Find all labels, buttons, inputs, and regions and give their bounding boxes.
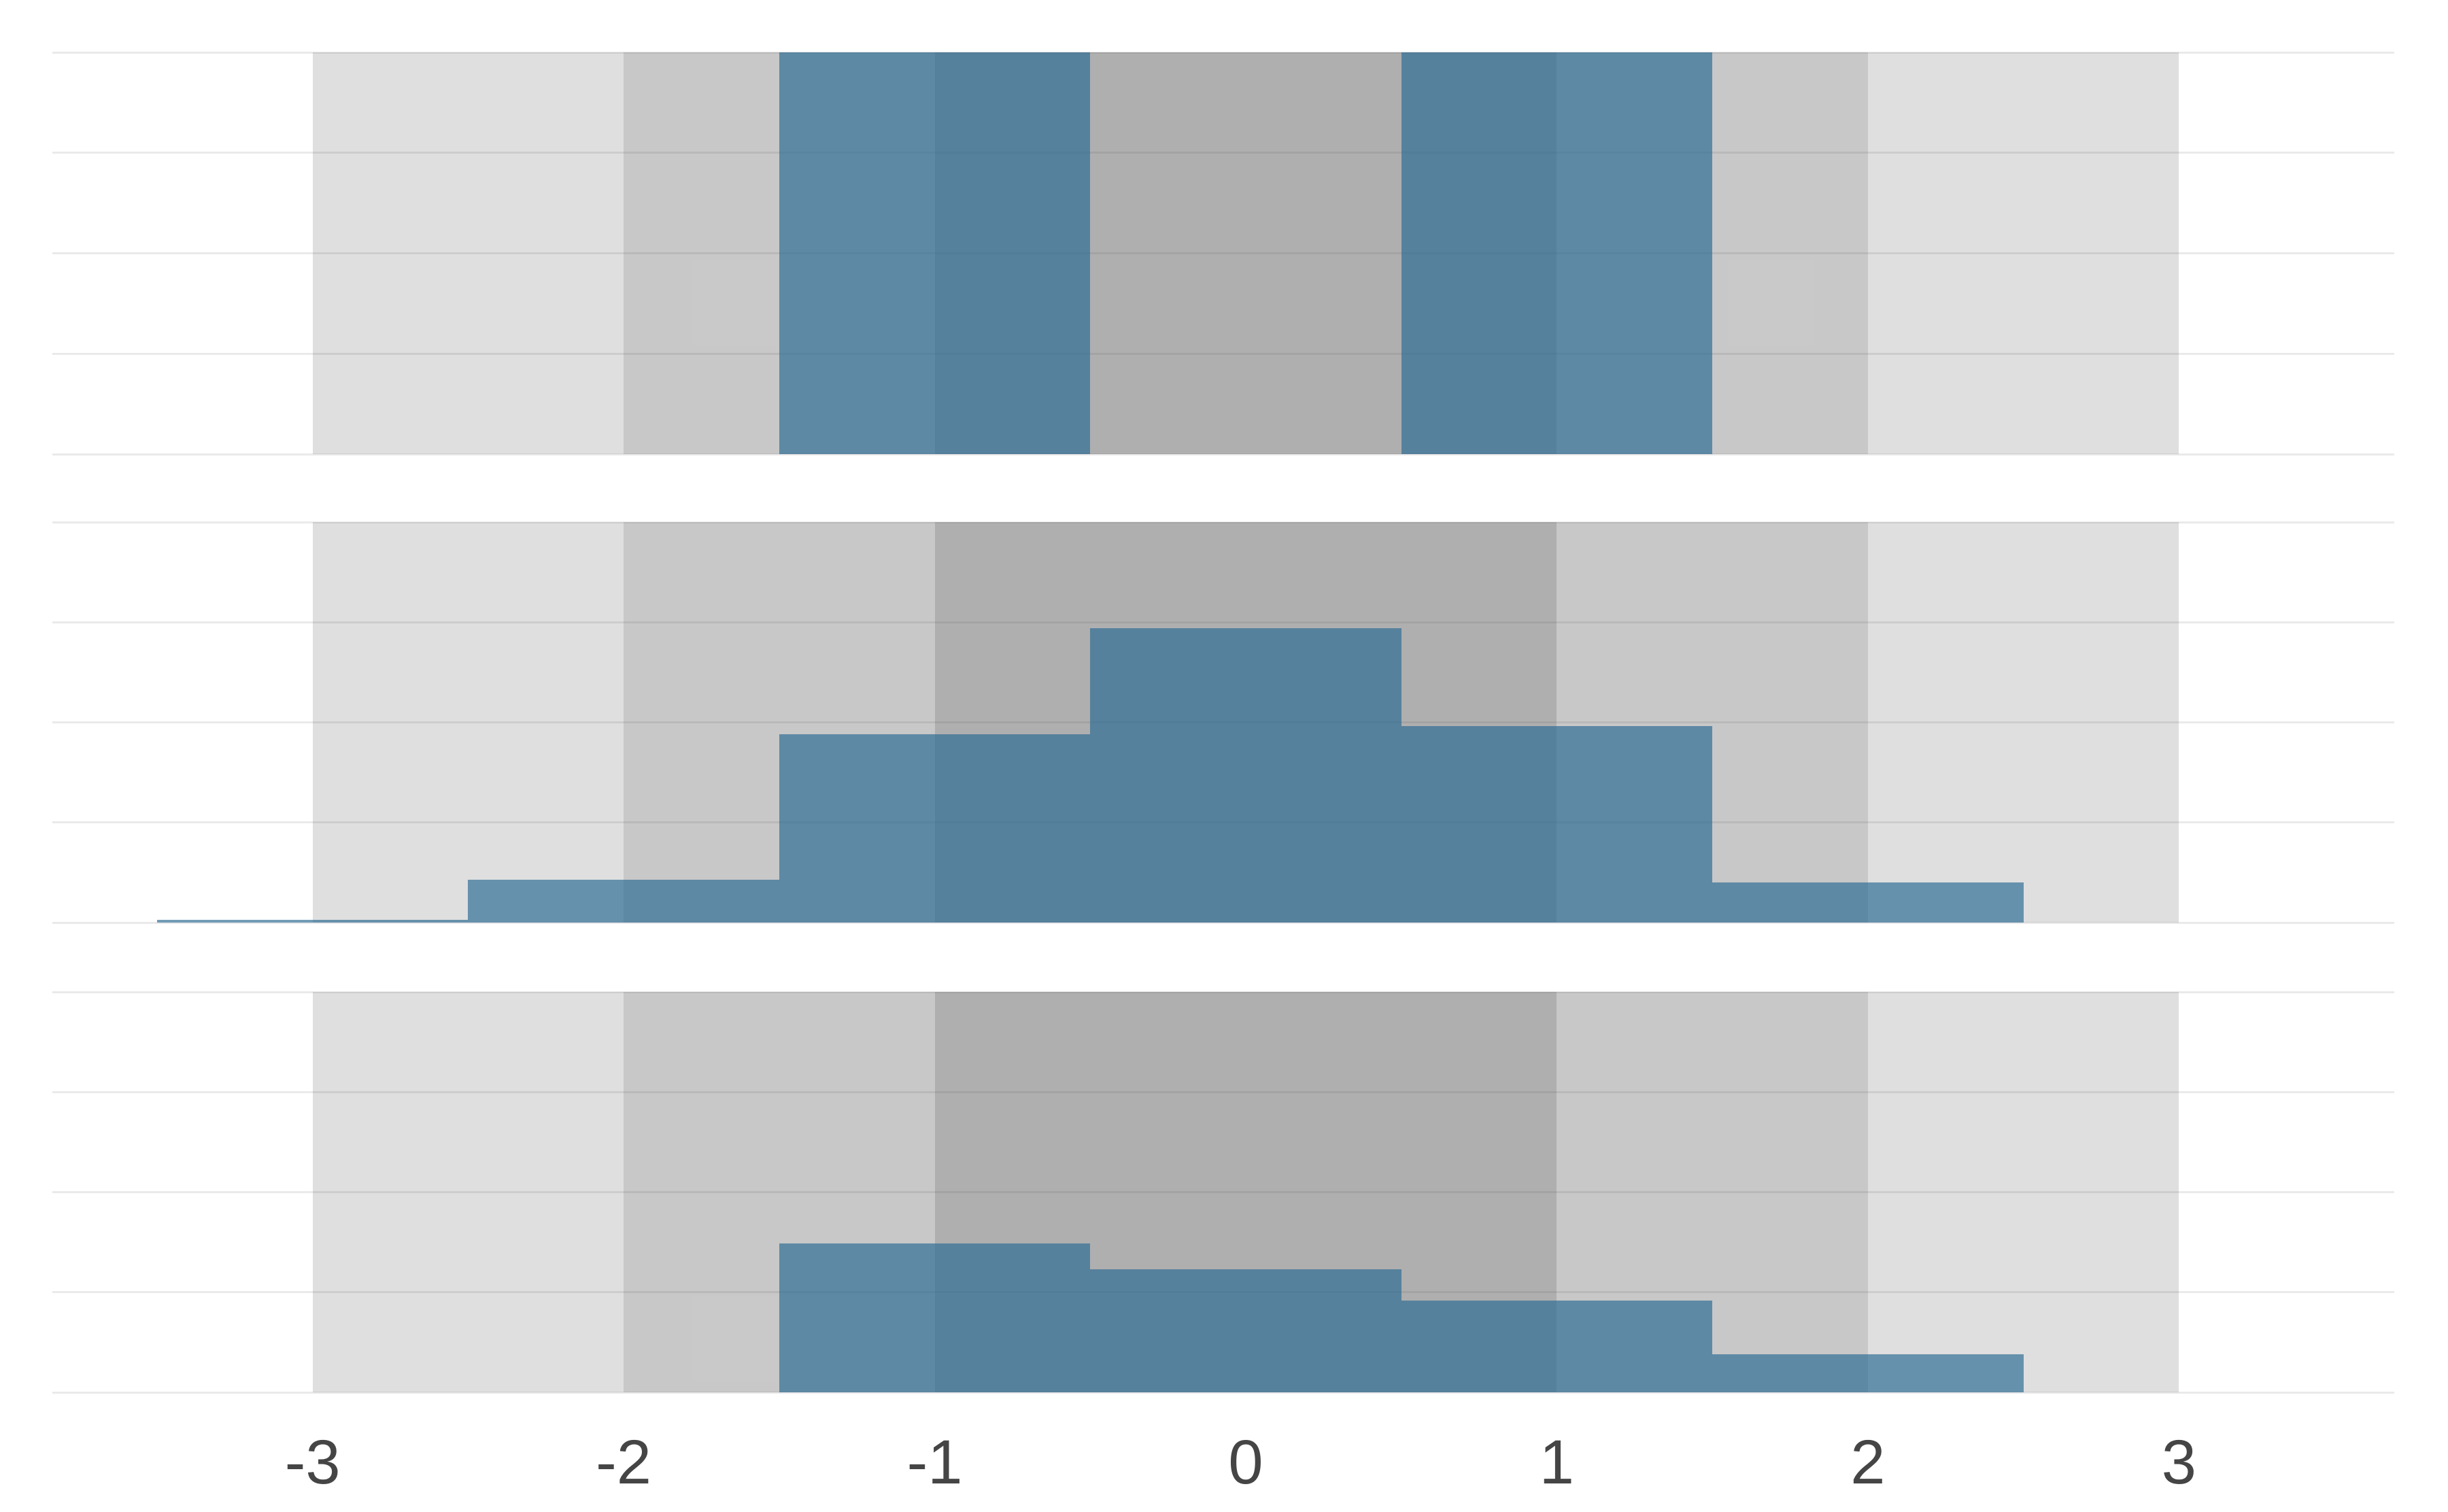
gridline [52,621,2394,623]
x-tick-label: -2 [596,1428,651,1497]
x-axis: -3 -2 -1 0 1 2 3 [0,1425,2448,1512]
histogram-bar [1712,882,2024,923]
gridline [52,453,2394,456]
x-tick-label: -3 [284,1428,341,1497]
gridline [52,991,2394,993]
histogram-bar [779,734,1091,923]
histogram-bar [1401,52,1713,454]
histogram-bar [1401,1300,1713,1392]
histogram-bar [1401,726,1713,923]
gridline [52,352,2394,355]
x-tick-label: -1 [906,1428,963,1497]
gridline [52,51,2394,54]
facet-panel-middle [0,521,2448,924]
histogram-bar [156,919,469,923]
facet-panel-top [0,51,2448,456]
x-tick-label: 1 [1539,1428,1574,1497]
gridline [52,1191,2394,1193]
gridline [52,521,2394,523]
x-tick-label: 2 [1850,1428,1886,1497]
gridline [52,152,2394,154]
x-tick-label: 0 [1228,1428,1263,1497]
gridline [52,1391,2394,1394]
histogram-bar [779,52,1091,454]
histogram-bar [468,879,779,923]
x-tick-label: 3 [2161,1428,2196,1497]
gridline [52,252,2394,254]
facet-panel-bottom [0,991,2448,1394]
gridline [52,921,2394,924]
gridline [52,1090,2394,1093]
sigma-band-1 [312,52,2179,454]
histogram-bar [779,1243,1091,1392]
histogram-bar [1712,1354,2024,1392]
histogram-bar [1090,1269,1401,1392]
histogram-bar [1090,628,1401,923]
